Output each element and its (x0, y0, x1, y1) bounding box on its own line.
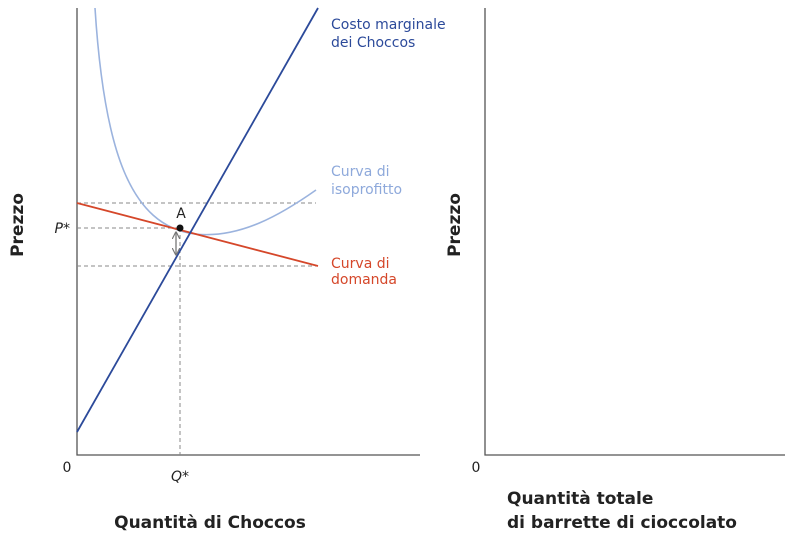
left-axes (76, 8, 420, 456)
y-label: Prezzo (445, 193, 465, 257)
x-label: Quantità totale (507, 489, 653, 509)
demand-label: Curva di (331, 256, 390, 272)
point-a (176, 224, 184, 232)
mc-label: dei Choccos (331, 35, 415, 51)
y-label: Prezzo (8, 193, 28, 257)
mc-label: Costo marginale (331, 17, 446, 33)
p-star: P* (55, 221, 70, 237)
isoprofit-label: isoprofitto (331, 182, 402, 198)
origin: 0 (63, 460, 72, 476)
x-label: Quantità di Choccos (114, 513, 306, 533)
right-axes (484, 8, 785, 456)
demand-curve (76, 202, 319, 267)
demand-label: domanda (331, 272, 397, 288)
q-star: Q* (171, 469, 189, 485)
marginal-cost-curve (76, 7, 319, 433)
isoprofit-label: Curva di (331, 164, 390, 180)
point-label: A (176, 206, 186, 222)
x-label: di barrette di cioccolato (507, 513, 737, 533)
isoprofit-curve (94, 7, 317, 236)
origin: 0 (472, 460, 481, 476)
